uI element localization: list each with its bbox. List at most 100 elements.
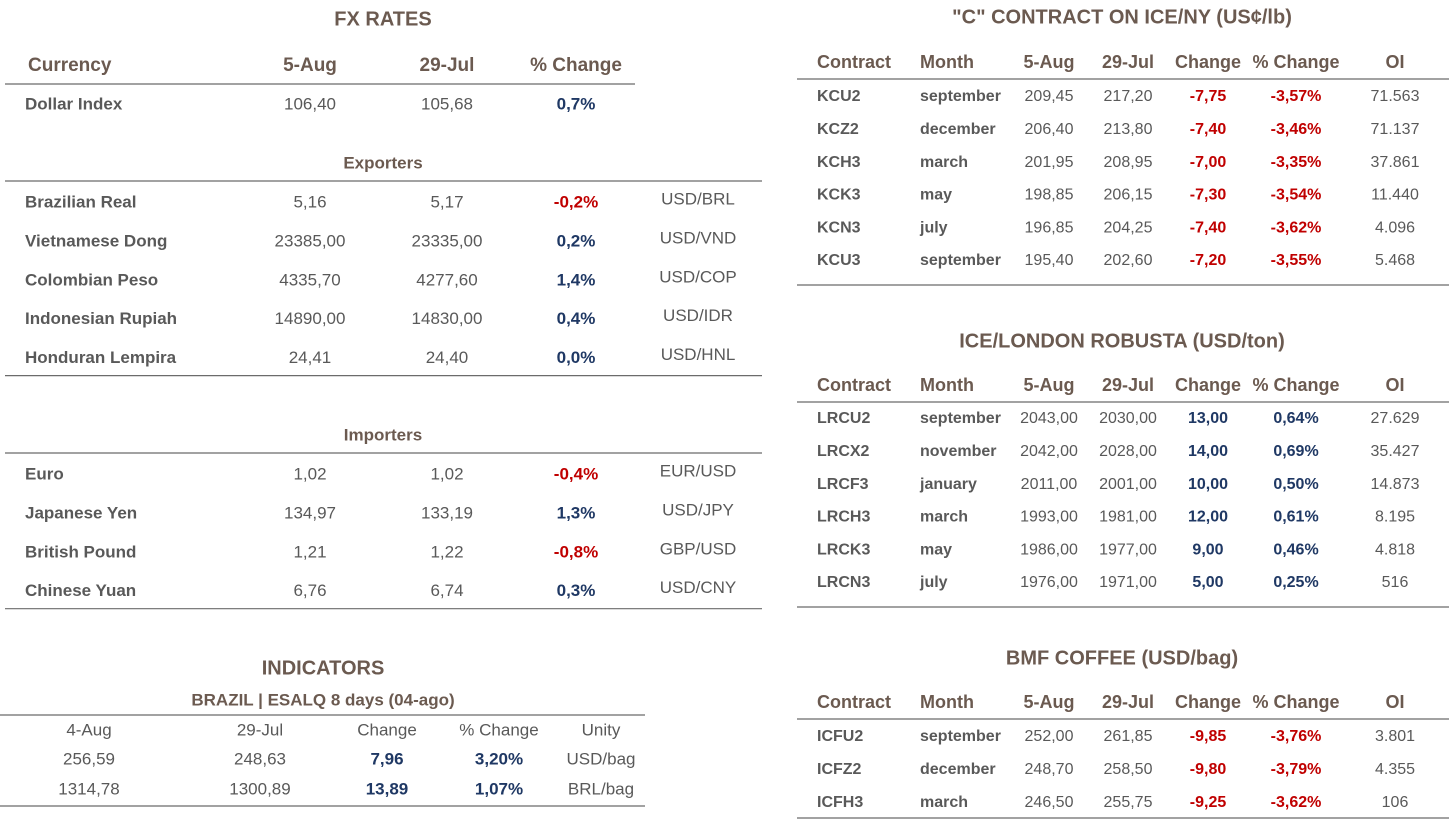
rate-5aug: 1,02 [293,464,326,483]
rate-29jul: 14830,00 [412,309,483,328]
contract-cell: 12,00 [1188,509,1228,526]
contract-cell: 246,50 [1025,794,1074,811]
pct-change: -0,4% [554,464,598,483]
contract-cell: KCK3 [817,187,861,204]
pct-change: 1,3% [557,503,596,522]
currency-pair: USD/VND [660,228,737,247]
contract-cell: may [920,187,952,204]
currency-name: British Pound [25,542,136,561]
contract-cell: 4.096 [1375,219,1415,236]
contract-cell: 35.427 [1371,443,1420,460]
contract-cell: 204,25 [1104,219,1153,236]
currency-pair: USD/CNY [660,578,737,597]
contract-cell: ICFZ2 [817,761,862,778]
rate-5aug: 14890,00 [275,309,346,328]
contract-cell: september [920,410,1001,427]
contract-cell: 14,00 [1188,443,1228,460]
indicator-cell: 256,59 [63,749,115,768]
contract-cell: 2042,00 [1020,443,1078,460]
contract-cell: 248,70 [1025,761,1074,778]
contract-cell: 255,75 [1104,794,1153,811]
currency-name: Dollar Index [25,94,123,113]
contract-cell: 2028,00 [1099,443,1157,460]
contract-cell: 261,85 [1104,728,1153,745]
currency-name: Colombian Peso [25,270,158,289]
rate-29jul: 1,22 [430,542,463,561]
pct-change: -0,8% [554,542,598,561]
contract-cell: 1993,00 [1020,509,1078,526]
currency-pair: USD/HNL [661,345,736,364]
column-header: Contract [817,692,891,712]
contract-cell: KCZ2 [817,121,859,138]
contract-cell: 4.355 [1375,761,1415,778]
contract-cell: september [920,728,1001,745]
contract-cell: september [920,252,1001,269]
indicator-cell: 1314,78 [58,779,119,798]
contract-cell: LRCN3 [817,574,870,591]
contract-cell: -3,55% [1271,252,1322,269]
column-header: OI [1385,375,1404,395]
contract-cell: -7,30 [1190,187,1227,204]
contract-cell: 2011,00 [1021,476,1078,493]
contract-cell: 11.440 [1371,187,1419,204]
contract-cell: LRCU2 [817,410,870,427]
currency-name: Euro [25,464,64,483]
rate-5aug: 5,16 [293,192,326,211]
currency-name: Brazilian Real [25,192,137,211]
rate-29jul: 5,17 [430,192,463,211]
pct-change: 1,4% [557,270,596,289]
column-header: % Change [1252,692,1339,712]
contract-cell: march [920,509,968,526]
rate-5aug: 23385,00 [275,231,346,250]
section-title: "C" CONTRACT ON ICE/NY (US¢/lb) [952,6,1292,28]
pct-change: 0,2% [557,231,596,250]
contract-cell: -3,79% [1271,761,1322,778]
contract-cell: 201,95 [1025,154,1074,171]
currency-name: Japanese Yen [25,503,137,522]
contract-cell: LRCF3 [817,476,869,493]
currency-name: Honduran Lempira [25,348,177,367]
rate-29jul: 4277,60 [416,270,477,289]
column-header: 29-Jul [420,55,475,76]
contract-cell: -3,57% [1271,88,1322,105]
contract-cell: 1986,00 [1020,541,1078,558]
contract-cell: july [919,219,948,236]
contract-cell: 8.195 [1375,509,1415,526]
column-header: 5-Aug [1024,52,1075,72]
column-header: OI [1385,52,1404,72]
contract-cell: 252,00 [1025,728,1074,745]
indicator-cell: 7,96 [370,749,403,768]
column-header: Month [920,52,974,72]
contract-cell: 0,61% [1273,509,1318,526]
contract-cell: 258,50 [1104,761,1153,778]
contract-cell: KCU2 [817,88,861,105]
contract-cell: 2043,00 [1020,410,1078,427]
contract-cell: -3,62% [1271,794,1322,811]
contract-cell: -7,00 [1190,154,1227,171]
rate-29jul: 105,68 [421,94,473,113]
contract-cell: 195,40 [1025,252,1074,269]
contract-cell: -3,35% [1271,154,1322,171]
contract-cell: LRCH3 [817,509,870,526]
contract-cell: -7,20 [1190,252,1227,269]
contract-cell: may [920,541,952,558]
contract-cell: 71.563 [1371,88,1420,105]
contract-cell: 5,00 [1192,574,1223,591]
section-title: INDICATORS [262,657,385,679]
group-title: Exporters [343,153,422,172]
contract-cell: -3,62% [1271,219,1322,236]
contract-cell: -3,76% [1271,728,1322,745]
contract-cell: 2030,00 [1099,410,1157,427]
contract-cell: 196,85 [1025,219,1074,236]
contract-cell: LRCK3 [817,541,870,558]
contract-cell: september [920,88,1001,105]
contract-cell: december [920,761,996,778]
contract-cell: 13,00 [1188,410,1228,427]
column-header: 29-Jul [1102,692,1154,712]
rate-5aug: 106,40 [284,94,336,113]
column-header: 29-Jul [1102,52,1154,72]
section-title: BMF COFFEE (USD/bag) [1006,647,1238,669]
contract-cell: 0,50% [1273,476,1318,493]
contract-cell: KCH3 [817,154,861,171]
